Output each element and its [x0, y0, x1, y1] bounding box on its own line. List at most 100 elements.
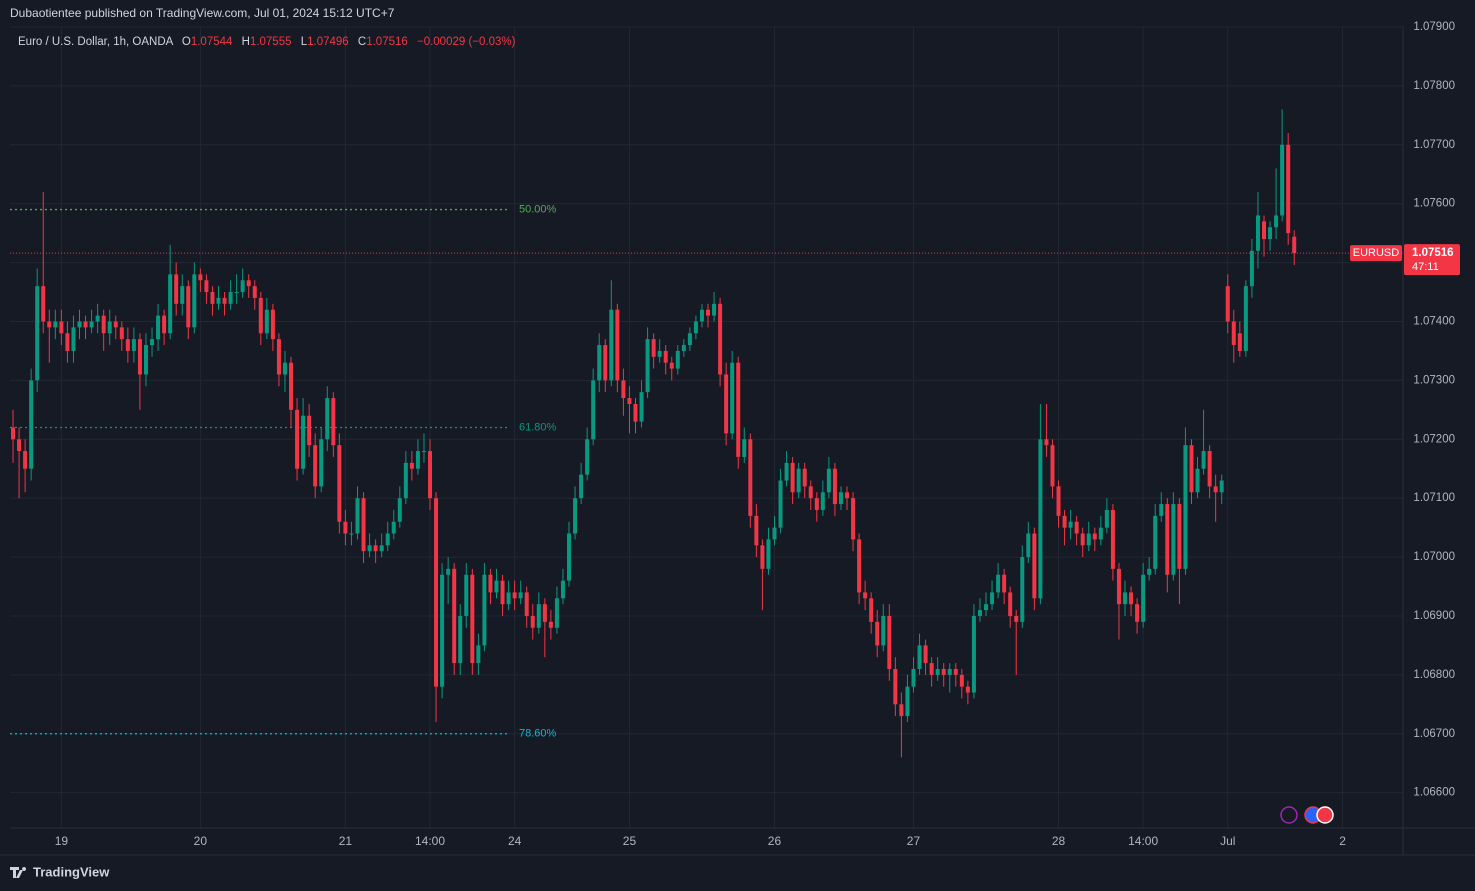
candle-body: [518, 592, 523, 599]
candle-body: [1135, 604, 1140, 622]
ohlc-value: 1.07555: [250, 36, 292, 48]
candle-body: [331, 398, 336, 446]
y-tick-label: 1.07200: [1413, 433, 1455, 445]
candle-body: [778, 480, 783, 528]
candle-body: [959, 674, 964, 687]
candle-body: [591, 380, 596, 440]
candle-body: [119, 327, 124, 340]
x-tick-label: 14:00: [415, 834, 445, 848]
candle-body: [1056, 486, 1061, 516]
candle-body: [573, 498, 578, 534]
candle-body: [530, 615, 535, 628]
candle-body: [905, 686, 910, 717]
candle-body: [1171, 504, 1176, 575]
icon[interactable]: [1316, 806, 1334, 824]
candle-body: [748, 439, 753, 516]
candle-body: [186, 286, 191, 328]
y-tick-label: 1.06900: [1413, 610, 1455, 622]
candle-body: [542, 604, 547, 622]
candle-body: [990, 592, 995, 605]
candle-body: [1268, 227, 1273, 240]
y-tick-label: 1.07900: [1413, 21, 1455, 33]
candle-body: [313, 445, 318, 487]
candle-body: [1213, 486, 1218, 493]
icon[interactable]: [1280, 806, 1298, 824]
x-tick-label: 20: [194, 834, 208, 848]
candle-body: [379, 545, 384, 552]
candle-body: [1020, 557, 1025, 622]
candle-body: [1129, 592, 1134, 605]
candle-body: [373, 545, 378, 552]
legend: Euro / U.S. Dollar, 1h, OANDA O1.07544 H…: [18, 36, 516, 48]
candle-body: [143, 345, 148, 375]
candle-body: [548, 621, 553, 628]
candle-body: [270, 309, 275, 340]
candle-body: [1225, 286, 1230, 322]
ohlc-key: C: [358, 36, 366, 48]
candle-body: [470, 574, 475, 664]
ohlc-key: O: [182, 36, 191, 48]
candle-body: [826, 468, 831, 493]
candle-body: [17, 439, 22, 452]
candle-body: [736, 362, 741, 457]
logo-icon: [10, 867, 27, 878]
candle-body: [216, 297, 221, 304]
price-tag: [1404, 244, 1460, 276]
candle-body: [645, 339, 650, 393]
candle-body: [421, 451, 426, 453]
candle-body: [1231, 321, 1236, 346]
candle-body: [1074, 521, 1079, 534]
candle-body: [802, 468, 807, 487]
candle-body: [59, 321, 64, 334]
candle-body: [1062, 515, 1067, 528]
candle-body: [1195, 468, 1200, 493]
candle-body: [234, 292, 239, 294]
candle-body: [675, 350, 680, 369]
candle-body: [282, 362, 287, 375]
candle-body: [107, 321, 112, 334]
candle-body: [1237, 333, 1242, 351]
candle-body: [524, 592, 529, 616]
candle-body: [295, 409, 300, 469]
candle-body: [41, 286, 46, 322]
candle-body: [258, 297, 263, 334]
candle-body: [246, 280, 251, 287]
candle-body: [615, 309, 620, 381]
price-tag-value: 1.07516: [1412, 247, 1454, 259]
candle-body: [264, 309, 269, 334]
change: −0.00029 (−0.03%): [417, 36, 516, 48]
candle-body: [409, 462, 414, 469]
candle-body: [996, 574, 1001, 593]
candle-body: [397, 498, 402, 522]
candle-body: [512, 592, 517, 599]
candle-body: [820, 492, 825, 510]
candle-body: [180, 286, 185, 304]
candle-body: [597, 345, 602, 381]
candle-body: [754, 515, 759, 546]
candle-body: [1147, 568, 1152, 575]
candle-body: [1165, 504, 1170, 575]
candle-body: [361, 498, 366, 552]
candle-body: [929, 663, 934, 675]
candle-body: [965, 686, 970, 693]
candle-body: [1207, 451, 1212, 487]
candle-body: [1044, 439, 1049, 446]
candle-body: [814, 498, 819, 510]
candle-body: [857, 539, 862, 593]
candle-body: [621, 380, 626, 399]
x-tick-label: 27: [907, 834, 921, 848]
candle-body: [1286, 144, 1291, 234]
legend-line: Euro / U.S. Dollar, 1h, OANDA O1.07544 H…: [18, 36, 516, 48]
candles: [11, 109, 1297, 758]
candle-body: [198, 274, 203, 281]
candle-body: [881, 615, 886, 646]
candle-body: [790, 462, 795, 493]
candle-body: [1243, 286, 1248, 351]
header: Dubaotientee published on TradingView.co…: [10, 6, 395, 20]
candle-body: [971, 615, 976, 693]
symbol-tag: [1350, 245, 1402, 262]
candle-body: [718, 303, 723, 375]
candle-body: [742, 439, 747, 457]
candle-body: [893, 668, 898, 705]
candle-body: [766, 539, 771, 569]
